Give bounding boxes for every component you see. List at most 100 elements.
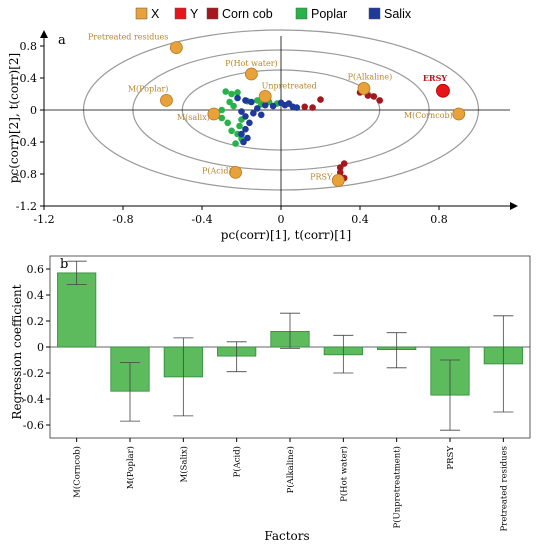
x-variable-label: M(Corncob)	[404, 111, 453, 120]
bar-category-label: P(Acid)	[232, 446, 243, 477]
bar-panel: b 0.6 0.4 0.2 0 -0.2 -0.4 -0.6 M(Corncob) M(Pop…	[10, 255, 531, 543]
x-variable-label: M(Poplar)	[128, 84, 169, 93]
panel-letter-a: a	[58, 33, 66, 48]
x-variable-point	[207, 107, 221, 121]
legend-label: Poplar	[311, 7, 347, 21]
scatter-point	[336, 164, 344, 171]
y-tick-label: -1.2	[16, 200, 37, 213]
scatter-point	[242, 97, 249, 104]
x-variable-label: M(salix)	[177, 113, 210, 122]
scatter-point	[234, 89, 241, 96]
x-variable-label: P(Alkaline)	[348, 72, 393, 81]
x-tick-label: 0.8	[430, 213, 448, 226]
bar-y-tick-label: -0.2	[23, 367, 44, 380]
scatter-x-axis-title: pc(corr)[1], t(corr)[1]	[221, 228, 351, 242]
scatter-point	[293, 104, 301, 111]
scatter-point	[317, 96, 324, 103]
legend-swatch	[174, 7, 187, 20]
scatter-point	[261, 101, 269, 109]
x-variable-point	[331, 173, 345, 187]
y-variable-point	[436, 83, 450, 98]
scatter-point	[234, 94, 241, 102]
x-tick-label: 0	[278, 213, 285, 226]
scatter-point	[230, 102, 237, 110]
scatter-point	[228, 127, 235, 135]
x-variable-label: P(Hot water)	[225, 59, 278, 68]
x-variable-point	[229, 165, 242, 179]
bar-y-tick-label: 0	[37, 341, 44, 354]
legend-swatch	[206, 7, 219, 20]
bar-category-label: P(Alkaline)	[285, 446, 296, 493]
y-tick-label: -0.4	[16, 136, 37, 149]
legend-label: Y	[190, 7, 199, 21]
x-variable-point	[357, 82, 371, 95]
legend-label: Salix	[384, 7, 412, 21]
y-tick-label: 0.8	[20, 40, 38, 53]
y-tick-label: 0.4	[20, 72, 38, 85]
scatter-point	[240, 138, 247, 146]
bar-y-tick-label: -0.6	[23, 419, 44, 432]
scatter-point	[228, 90, 235, 98]
scatter-point	[218, 106, 226, 114]
bar-y-axis-title: Regression coefficient	[10, 284, 24, 419]
scatter-point	[248, 98, 255, 106]
x-variable-point	[258, 90, 272, 103]
scatter-point	[376, 97, 384, 104]
x-variable-label: P(Acid)	[202, 166, 232, 175]
scatter-point	[250, 109, 257, 117]
scatter-point	[253, 105, 261, 112]
x-variable-point	[244, 67, 258, 81]
x-tick-label: -0.8	[112, 213, 133, 226]
scatter-point	[301, 103, 309, 111]
legend-swatch	[295, 7, 308, 20]
y-tick-label: -0.8	[16, 168, 37, 181]
scatter-point	[257, 111, 265, 119]
bar-series: M(Corncob) M(Poplar) M(Salix) P(Acid) P(Alka…	[57, 260, 523, 531]
x-variable-label: PRSY	[310, 172, 333, 181]
bar-y-tick-label: -0.4	[23, 393, 44, 406]
x-tick-label: 0.4	[351, 213, 369, 226]
x-variable-point	[452, 107, 466, 121]
bar-category-label: M(Salix)	[178, 446, 189, 482]
bar-category-label: P(Hot water)	[338, 446, 349, 502]
scatter-point	[222, 88, 229, 95]
scatter-point	[309, 104, 316, 111]
legend-swatch	[135, 7, 148, 20]
bar-category-label: M(Corncob)	[72, 446, 83, 498]
scatter-point	[224, 119, 231, 127]
bar-category-label: Pretreated residues	[499, 446, 509, 531]
x-tick-label: -0.4	[191, 213, 212, 226]
scatter-point	[269, 102, 277, 110]
bar-category-label: P(Unpretreatment)	[392, 446, 403, 529]
scatter-point	[238, 108, 245, 115]
panel-letter-b: b	[60, 257, 68, 272]
legend: X Y Corn cob Poplar Salix	[135, 7, 412, 21]
bar	[57, 272, 97, 348]
x-variable-point	[169, 41, 183, 54]
x-variable-label: Unpretreated	[262, 81, 317, 90]
x-tick-label: -1.2	[33, 213, 54, 226]
y-variable-label: ERSY	[423, 73, 448, 83]
scatter-panel: a -1.2 -0.8 -0.4 0 0.4 0.8 -1.2 -0.8 -0.4 0 0.4 0.8…	[7, 29, 518, 242]
bar-y-tick-label: 0.4	[27, 289, 45, 302]
legend-label: X	[151, 7, 160, 21]
scatter-point	[232, 140, 239, 147]
scatter-points: Pretreated residues P(Hot water) M(Poplar)…	[88, 33, 466, 187]
scatter-point	[246, 119, 253, 127]
scatter-y-axis-title: pc(corr)[2], t(corr)[2]	[7, 53, 21, 183]
scatter-point	[236, 122, 243, 130]
y-axis-arrow	[40, 30, 48, 38]
bar-category-label: PRSY	[446, 446, 456, 470]
scatter-point	[370, 93, 378, 100]
bar-x-axis-title: Factors	[264, 529, 309, 543]
x-variable-label: Pretreated residues	[88, 33, 168, 42]
x-variable-point	[160, 94, 173, 107]
bar-y-tick-label: 0.2	[27, 315, 45, 328]
legend-swatch	[368, 7, 381, 20]
scatter-point	[242, 113, 249, 120]
scatter-point	[218, 114, 226, 122]
bar-y-tick-label: 0.6	[27, 263, 45, 276]
scatter-point	[242, 125, 249, 133]
scatter-point	[238, 130, 245, 138]
